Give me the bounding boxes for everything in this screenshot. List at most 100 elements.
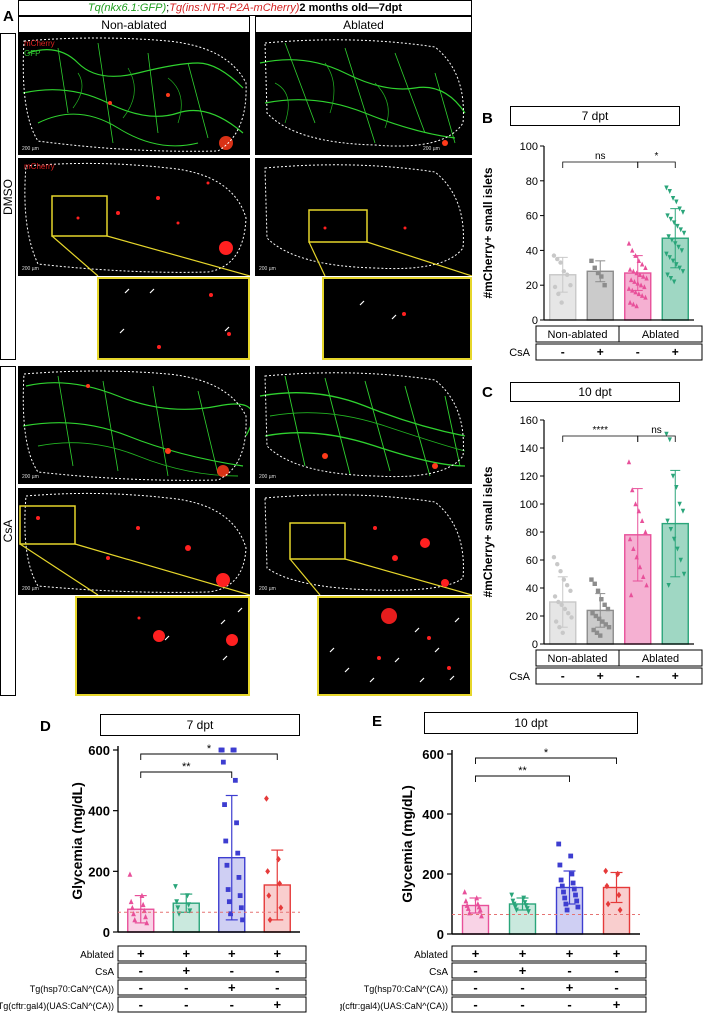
- significance-bracket: [140, 771, 233, 778]
- data-point: [642, 284, 647, 290]
- data-point: [641, 273, 646, 279]
- data-point: [566, 611, 571, 616]
- zoom-dmso-nonablated: [97, 277, 250, 360]
- significance-bracket: [140, 753, 278, 760]
- significance-bracket: [637, 161, 676, 168]
- data-point: [512, 904, 518, 910]
- scale-bar: 200 µm: [259, 586, 276, 592]
- data-point: [240, 917, 245, 923]
- csa-row-box: [535, 343, 703, 361]
- y-tick-label: 60: [526, 211, 538, 223]
- y-axis-label: Glycemia (mg/dL): [69, 782, 85, 899]
- data-point: [667, 189, 672, 194]
- data-point: [235, 850, 241, 856]
- y-tick-label: 100: [520, 499, 538, 511]
- data-point: [637, 564, 643, 570]
- data-point: [635, 280, 640, 286]
- data-point: [556, 599, 561, 605]
- data-point: [678, 557, 683, 563]
- data-point: [633, 252, 638, 258]
- significance-bracket: [475, 757, 617, 764]
- condition-value: -: [473, 963, 477, 978]
- data-point: [643, 265, 648, 270]
- data-point: [674, 485, 679, 490]
- data-point: [665, 272, 670, 278]
- condition-value: +: [137, 946, 145, 961]
- data-point: [568, 283, 573, 288]
- data-point: [675, 546, 680, 552]
- data-point: [510, 898, 516, 904]
- panel-b-title: 7 dpt: [510, 106, 680, 126]
- data-point: [593, 613, 599, 619]
- data-point: [670, 473, 676, 479]
- y-tick-label: 0: [103, 925, 110, 940]
- data-point: [628, 592, 634, 598]
- significance-label: ns: [651, 425, 662, 436]
- y-tick-label: 40: [526, 245, 538, 257]
- data-point: [570, 880, 576, 886]
- mcherry-signal-graphic: [264, 164, 472, 276]
- data-point: [667, 437, 672, 443]
- group-label-ablated: Ablated: [642, 653, 679, 665]
- data-point: [591, 627, 596, 633]
- data-point: [667, 255, 672, 261]
- data-point: [558, 569, 563, 574]
- condition-row-label: Ablated: [414, 950, 448, 961]
- data-point: [561, 577, 567, 582]
- data-point: [574, 898, 580, 904]
- data-point: [669, 237, 675, 243]
- data-point: [603, 867, 609, 875]
- data-point: [664, 251, 669, 257]
- data-point: [589, 258, 594, 264]
- data-point: [627, 299, 633, 305]
- data-point: [633, 501, 638, 507]
- data-point: [132, 916, 138, 923]
- scale-bar: 200 µm: [259, 266, 276, 272]
- data-point: [671, 536, 677, 542]
- row-label-dmso: DMSO: [0, 33, 16, 360]
- csa-value: -: [561, 669, 565, 683]
- data-point: [479, 913, 484, 919]
- y-tick-label: 600: [88, 743, 110, 758]
- data-point: [600, 619, 605, 624]
- data-point: [599, 597, 604, 602]
- group-box-ablated: [618, 649, 703, 667]
- data-point: [463, 898, 469, 904]
- data-point: [234, 820, 239, 826]
- significance-label: ns: [595, 151, 606, 162]
- col-header-ablated: Ablated: [255, 16, 472, 33]
- tg-red-label: Tg(ins:NTR-P2A-mCherry): [169, 2, 300, 14]
- data-point: [524, 906, 530, 912]
- zoom-detail-graphic: [329, 608, 460, 683]
- significance-label: *: [207, 743, 212, 755]
- micrograph-csa-ablated-merge: 200 µm: [255, 366, 472, 484]
- y-tick-label: 400: [422, 807, 444, 822]
- data-point: [226, 899, 232, 905]
- condition-value: -: [139, 997, 143, 1012]
- data-point: [626, 285, 632, 291]
- data-point: [575, 904, 581, 910]
- data-point: [173, 884, 178, 890]
- data-point: [602, 283, 607, 288]
- condition-value: -: [139, 980, 143, 995]
- condition-value: -: [520, 980, 524, 995]
- data-point: [636, 291, 642, 297]
- row-label-csa: CsA: [0, 366, 16, 696]
- data-point: [511, 901, 517, 907]
- data-point: [599, 274, 604, 279]
- significance-bracket: [562, 161, 639, 168]
- data-point: [615, 870, 621, 878]
- data-point: [564, 272, 570, 277]
- data-point: [634, 303, 639, 309]
- data-point: [676, 244, 681, 250]
- data-point: [670, 258, 676, 264]
- data-point: [277, 880, 283, 887]
- csa-row-box: [535, 667, 703, 685]
- data-point: [474, 895, 480, 901]
- csa-value: +: [597, 669, 604, 683]
- condition-value: -: [473, 980, 477, 995]
- data-point: [632, 279, 637, 284]
- data-point: [602, 602, 607, 607]
- condition-value: +: [519, 946, 527, 961]
- data-point: [236, 875, 242, 880]
